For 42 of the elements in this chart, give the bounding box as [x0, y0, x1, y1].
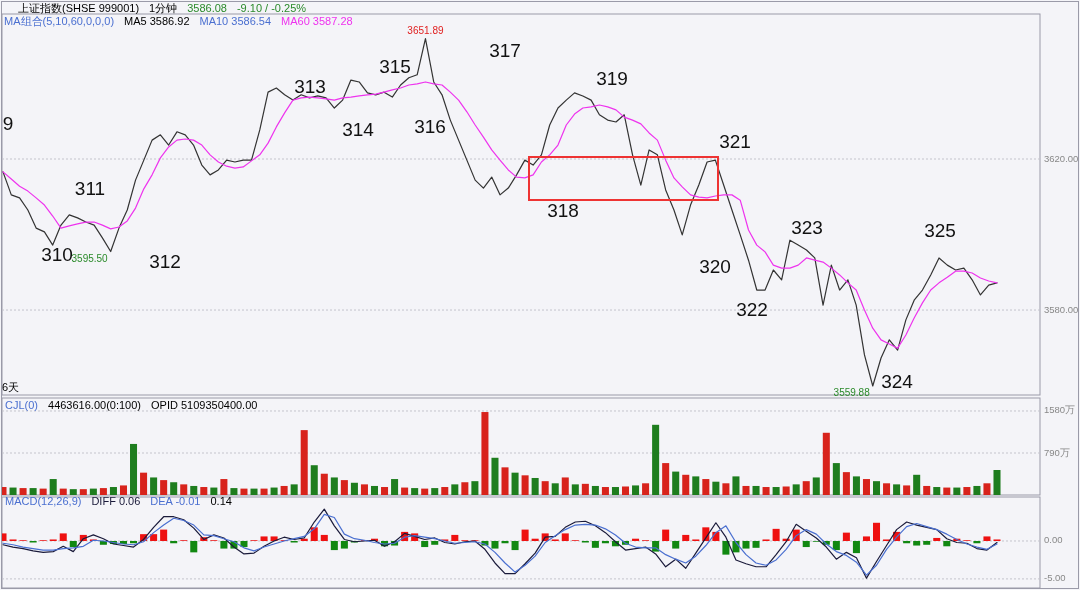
annotation: 325 — [924, 220, 956, 242]
annotation: MACD(12,26,9) — [5, 495, 82, 507]
annotation: 316 — [414, 116, 446, 138]
annotation: MA组合(5,10,60,0,0,0) — [4, 15, 115, 27]
text: DIFF 0.06 — [91, 495, 141, 507]
annotation: 311 — [74, 178, 106, 200]
annotation: 6天 — [2, 381, 20, 393]
annotation: 323 — [791, 217, 823, 239]
annotation: 312 — [149, 251, 181, 273]
annotation: 315 — [379, 56, 411, 78]
text: MA60 3587.28 — [281, 15, 353, 27]
annotation: 321 — [719, 131, 751, 153]
annotation: 319 — [596, 68, 628, 90]
y-tick-label: 3580.00 — [1044, 303, 1079, 315]
annotation: 322 — [736, 299, 768, 321]
annotation: MA5 3586.92 — [124, 15, 190, 27]
data-label: 3559.88 — [833, 387, 871, 399]
annotation: 320 — [699, 256, 731, 278]
annotation: MA10 3586.54 — [199, 15, 272, 27]
text: -9.10 / -0.25% — [236, 2, 307, 14]
annotation: 324 — [881, 371, 914, 393]
annotation: OPID 5109350400.00 — [150, 399, 258, 411]
y-tick-label: 0.00 — [1044, 534, 1063, 546]
series-label: DEA -0.01 — [150, 495, 201, 507]
annotation: 0.14 — [210, 495, 232, 507]
text: 3586.08 — [187, 2, 227, 14]
chart-title: 上证指数(SHSE 999001) — [18, 2, 140, 14]
annotation: 9 — [2, 113, 14, 135]
annotation: 318 — [547, 200, 579, 222]
annotation: 310 — [41, 244, 73, 266]
annotation: CJL(0) — [5, 399, 39, 411]
data-label: 3595.50 — [71, 252, 109, 264]
annotation: 317 — [489, 40, 521, 62]
annotation: 313 — [294, 76, 326, 98]
y-tick-label: -5.00 — [1044, 572, 1066, 584]
text: 1分钟 — [149, 2, 178, 14]
y-tick-label: 3620.00 — [1044, 152, 1079, 164]
data-label: 3651.89 — [407, 24, 444, 36]
y-tick-label: 1580万 — [1044, 404, 1076, 416]
annotation: 314 — [342, 119, 375, 141]
annotation: 4463616.00(0:100) — [48, 399, 141, 411]
y-tick-label: 790万 — [1044, 446, 1070, 458]
